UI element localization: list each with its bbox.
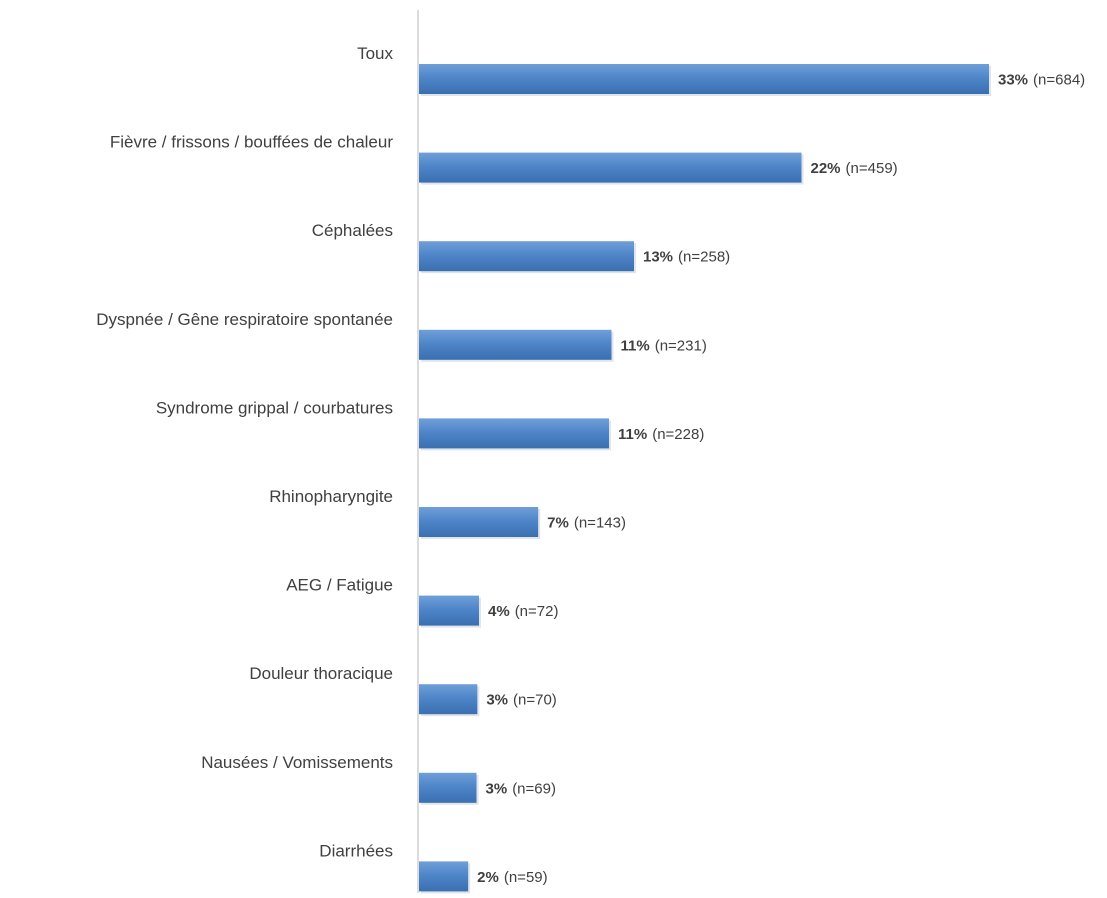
category-label: Nausées / Vomissements (201, 753, 393, 772)
category-label: Syndrome grippal / courbatures (156, 398, 393, 417)
bar (419, 64, 989, 94)
category-label: Fièvre / frissons / bouffées de chaleur (110, 133, 394, 152)
count-label: (n=143) (574, 515, 626, 532)
count-label: (n=59) (504, 869, 548, 886)
percent-label: 3% (486, 780, 508, 797)
data-label: 3% (n=70) (486, 692, 556, 709)
bar-marks: Toux 33% (n=684) Fièvre / frissons / bouffé… (96, 44, 1085, 894)
percent-label: 13% (643, 249, 673, 266)
data-label: 11% (n=231) (621, 337, 707, 354)
bar (419, 418, 609, 449)
percent-label: 4% (488, 603, 510, 620)
category-label: Rhinopharyngite (269, 487, 393, 506)
data-label: 22% (n=459) (811, 160, 898, 177)
bar (419, 241, 634, 272)
bar (419, 152, 802, 183)
count-label: (n=684) (1033, 72, 1085, 89)
percent-label: 7% (547, 515, 569, 532)
percent-label: 11% (618, 426, 647, 443)
count-label: (n=231) (655, 337, 707, 354)
count-label: (n=258) (678, 249, 730, 266)
bar (419, 772, 477, 803)
count-label: (n=72) (515, 603, 559, 620)
bar (419, 595, 479, 626)
count-label: (n=70) (513, 692, 557, 709)
data-label: 7% (n=143) (547, 515, 626, 532)
data-label: 4% (n=72) (488, 603, 558, 620)
bar (419, 329, 612, 360)
percent-label: 33% (998, 72, 1028, 89)
data-label: 2% (n=59) (477, 869, 547, 886)
bar (419, 684, 478, 715)
percent-label: 3% (486, 692, 508, 709)
bar (419, 507, 539, 537)
category-label: Douleur thoracique (249, 664, 393, 683)
data-label: 11% (n=228) (618, 426, 704, 443)
category-label: Céphalées (312, 221, 393, 240)
percent-label: 2% (477, 869, 499, 886)
percent-label: 22% (811, 160, 841, 177)
category-label: Diarrhées (319, 841, 393, 860)
category-label: Dyspnée / Gêne respiratoire spontanée (96, 310, 393, 329)
percent-label: 11% (621, 337, 650, 354)
bar (419, 861, 469, 892)
data-label: 33% (n=684) (998, 72, 1085, 89)
category-label: Toux (357, 44, 393, 63)
count-label: (n=228) (652, 426, 704, 443)
data-label: 13% (n=258) (643, 249, 730, 266)
category-label: AEG / Fatigue (286, 576, 393, 595)
data-label: 3% (n=69) (486, 780, 556, 797)
count-label: (n=459) (846, 160, 898, 177)
count-label: (n=69) (512, 780, 556, 797)
